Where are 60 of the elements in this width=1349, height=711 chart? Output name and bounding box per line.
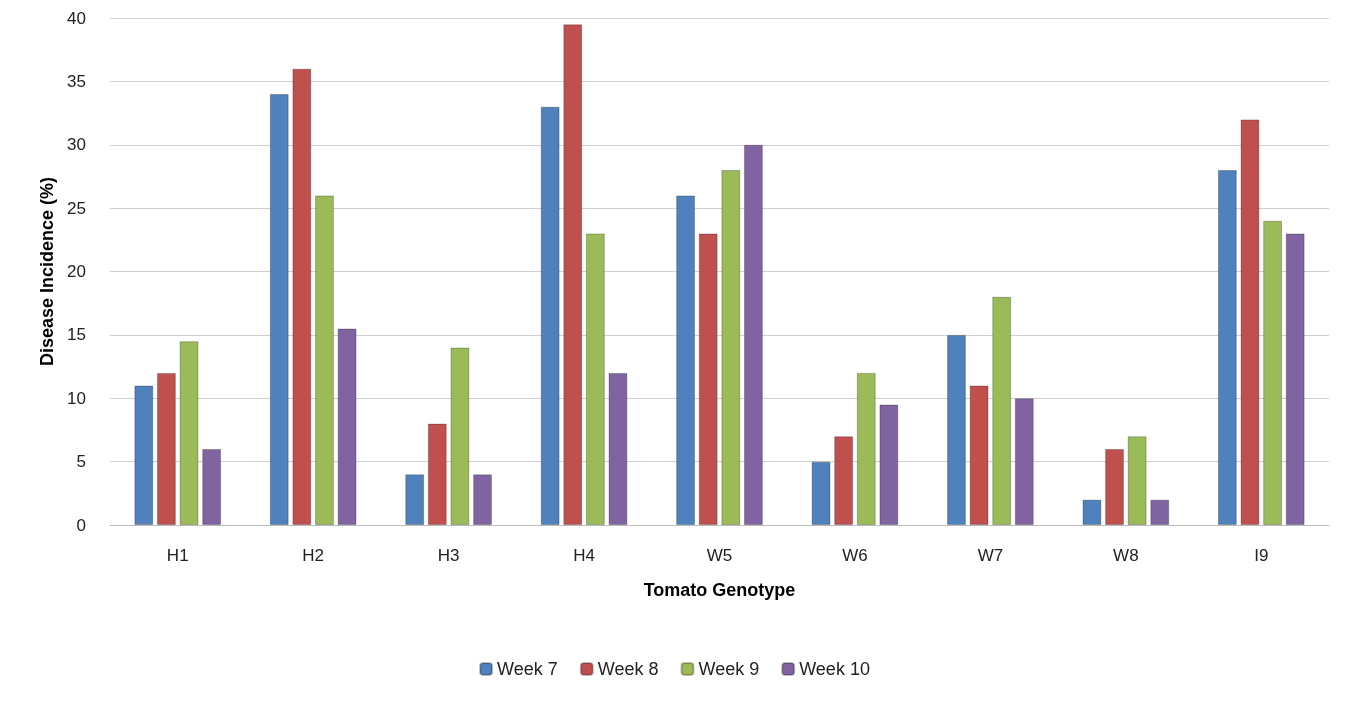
y-tick-label: 0 — [76, 515, 86, 535]
bar — [676, 195, 695, 525]
x-tick-label: H3 — [437, 546, 460, 565]
bar — [1014, 398, 1034, 525]
legend-label: Week 8 — [597, 659, 659, 679]
y-tick-label: 10 — [67, 388, 86, 408]
y-tick-label: 30 — [67, 135, 86, 155]
bar — [427, 423, 447, 525]
bar — [834, 436, 854, 525]
y-tick-label: 5 — [76, 452, 86, 472]
bar — [969, 385, 989, 525]
bar — [811, 461, 831, 525]
bar — [315, 195, 334, 525]
bar — [1150, 499, 1170, 525]
bar — [202, 448, 222, 525]
x-axis-title: Tomato Genotype — [643, 580, 796, 600]
legend-label: Week 10 — [799, 659, 870, 679]
x-tick-label: W5 — [706, 546, 733, 565]
x-tick-label: H2 — [302, 546, 325, 565]
legend-label: Week 9 — [698, 659, 760, 679]
bar — [608, 372, 628, 525]
bar — [1285, 233, 1305, 525]
y-tick-label: 40 — [67, 8, 86, 28]
x-tick-label: W8 — [1113, 546, 1139, 565]
bar — [269, 94, 289, 525]
y-tick-label: 25 — [67, 198, 86, 218]
x-tick-label: W6 — [842, 546, 868, 565]
bar — [992, 296, 1012, 525]
bar — [292, 68, 312, 525]
bar — [1082, 499, 1102, 525]
y-tick-label: 35 — [67, 71, 86, 91]
bar — [1240, 119, 1260, 525]
bar — [473, 474, 492, 525]
bar — [563, 24, 583, 525]
bar — [721, 170, 741, 525]
bar — [1263, 220, 1283, 525]
bar — [744, 144, 763, 525]
bar — [947, 334, 966, 525]
bar — [879, 404, 899, 525]
x-tick-label: W7 — [977, 546, 1004, 565]
x-tick-label: H4 — [573, 546, 595, 565]
x-tick-label: I9 — [1254, 546, 1269, 565]
bar — [337, 328, 357, 525]
bar — [134, 385, 154, 525]
x-tick-label: H1 — [166, 546, 189, 565]
bar — [540, 106, 560, 525]
bar — [698, 233, 718, 525]
y-tick-label: 20 — [67, 262, 86, 281]
bar — [1217, 170, 1237, 525]
bar — [585, 233, 605, 525]
bar — [856, 372, 876, 525]
bar — [179, 341, 199, 525]
y-tick-label: 15 — [67, 325, 86, 345]
bar — [1127, 436, 1147, 525]
bar — [1105, 448, 1124, 525]
bar — [405, 474, 425, 525]
legend-label: Week 7 — [497, 659, 558, 679]
bar — [450, 347, 470, 525]
y-axis-title: Disease Incidence (%) — [37, 176, 58, 367]
bar — [156, 372, 176, 525]
